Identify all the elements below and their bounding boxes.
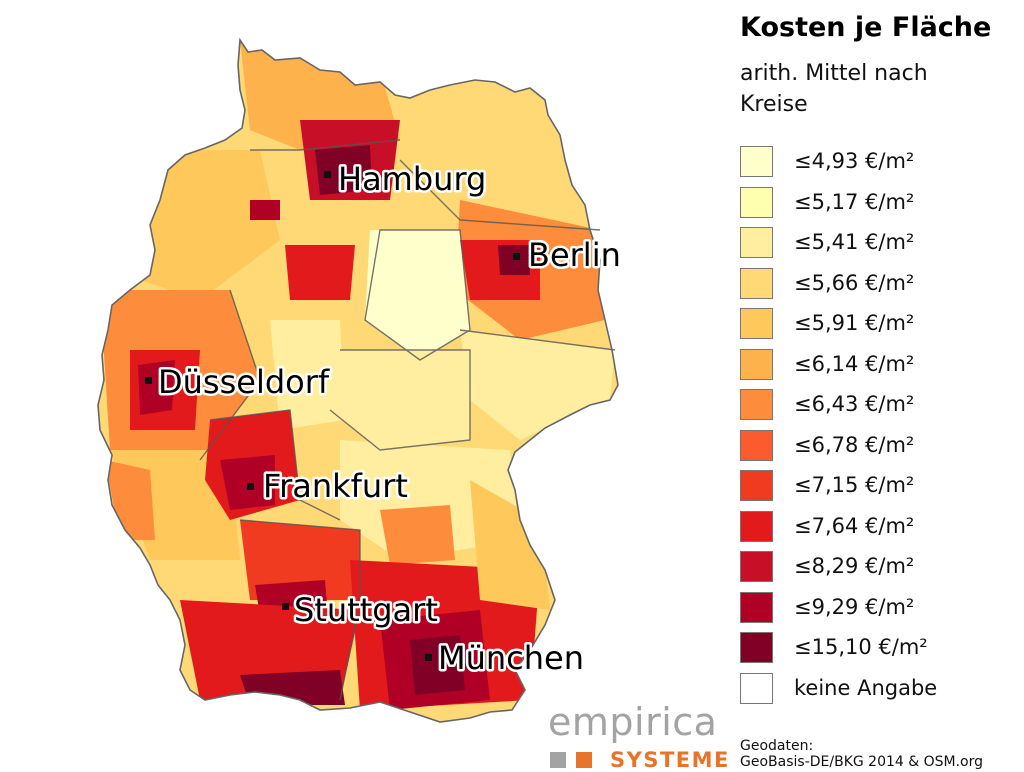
city-marker-berlin [513, 253, 520, 260]
logo-subtitle: SYSTEME [610, 748, 730, 772]
city-marker-hamburg [324, 171, 331, 178]
legend-label: ≤6,78 €/m² [794, 432, 915, 457]
legend-label: ≤8,29 €/m² [794, 554, 915, 578]
city-label-duesseldorf: Düsseldorf [158, 363, 330, 401]
legend-item: ≤5,66 €/m² [740, 267, 1020, 302]
credit-line-2: GeoBasis-DE/BKG 2014 & OSM.org [740, 754, 984, 770]
district-ostbayern [470, 480, 550, 610]
district-duesseldorf-core [138, 360, 175, 415]
legend-item: ≤6,78 €/m² [740, 429, 1020, 464]
district-hessen-north [270, 320, 345, 430]
legend-label: ≤9,29 €/m² [794, 594, 915, 619]
district-bodensee [240, 670, 345, 705]
district-hamburg-core [315, 145, 372, 195]
germany-choropleth-map: Hamburg Berlin Düsseldorf Frankfurt Stut… [97, 39, 624, 723]
city-marker-frankfurt [247, 483, 254, 490]
district-thueringen [330, 350, 470, 450]
legend-label: keine Angabe [794, 675, 938, 700]
legend-label: ≤5,91 €/m² [794, 311, 915, 335]
legend-swatch [740, 389, 773, 420]
city-label-hamburg: Hamburg [338, 160, 486, 198]
district-sachsen-anhalt [365, 230, 470, 360]
legend-item: ≤9,29 €/m² [740, 591, 1020, 626]
legend-item: ≤7,15 €/m² [740, 470, 1020, 504]
city-label-frankfurt: Frankfurt [263, 467, 408, 505]
city-label-muenchen: München [438, 639, 584, 677]
logo-wordmark: empirica [548, 700, 718, 744]
city-label-berlin: Berlin [528, 236, 621, 274]
city-marker-duesseldorf [145, 377, 152, 384]
district-frankfurt-core [220, 455, 275, 510]
district-bw-north [240, 520, 360, 600]
legend-label: ≤5,17 €/m² [794, 189, 915, 214]
legend-item: ≤5,17 €/m² [740, 186, 1020, 221]
legend-swatch [740, 267, 773, 299]
city-marker-stuttgart [282, 603, 289, 610]
map-title: Kosten je Fläche [740, 12, 992, 43]
legend-label: ≤6,43 €/m² [794, 392, 915, 416]
district-mecklenburg [400, 90, 580, 220]
legend-label: ≤7,64 €/m² [794, 513, 915, 538]
legend-swatch [740, 308, 773, 339]
geodata-credit: Geodaten: GeoBasis-DE/BKG 2014 & OSM.org [740, 738, 983, 770]
district-muenchen-center [410, 635, 465, 695]
legend-label: ≤5,66 €/m² [794, 270, 915, 295]
district-nuernberg [380, 505, 455, 565]
legend-swatch [740, 146, 773, 177]
logo-square-grey [550, 752, 566, 768]
district-hannover [285, 245, 355, 300]
legend-item: keine Angabe [740, 672, 1020, 707]
legend-swatch [740, 227, 773, 258]
district-rheinland [105, 460, 155, 540]
legend-item: ≤8,29 €/m² [740, 551, 1020, 585]
map-subtitle: arith. Mittel nach Kreise [740, 61, 928, 117]
legend-swatch [740, 186, 773, 218]
city-markers [145, 171, 520, 661]
legend-label: ≤15,10 €/m² [794, 635, 928, 659]
empirica-logo: empirica SYSTEME [548, 700, 728, 772]
legend-swatch [740, 551, 773, 582]
legend-label: ≤7,15 €/m² [794, 473, 915, 497]
state-borders [199, 139, 616, 701]
legend-swatch [740, 429, 773, 461]
legend-swatch [740, 470, 773, 501]
legend-label: ≤6,14 €/m² [794, 351, 915, 376]
legend-label: ≤4,93 €/m² [794, 149, 915, 173]
legend-swatch [740, 632, 773, 663]
legend-swatch [740, 591, 773, 623]
logo-square-orange [576, 752, 592, 768]
city-labels: Hamburg Berlin Düsseldorf Frankfurt Stut… [156, 158, 624, 680]
legend-item: ≤5,41 €/m² [740, 227, 1020, 261]
city-marker-muenchen [425, 654, 432, 661]
legend-item: ≤15,10 €/m² [740, 632, 1020, 666]
legend-swatch [740, 510, 773, 542]
legend-item: ≤5,91 €/m² [740, 308, 1020, 342]
legend-item: ≤6,43 €/m² [740, 389, 1020, 423]
legend-item: ≤6,14 €/m² [740, 348, 1020, 383]
legend-item: ≤4,93 €/m² [740, 146, 1020, 180]
legend-swatch [740, 348, 773, 380]
district-north-west [140, 150, 280, 300]
legend-item: ≤7,64 €/m² [740, 510, 1020, 545]
city-label-stuttgart: Stuttgart [294, 591, 438, 629]
legend-label: ≤5,41 €/m² [794, 230, 915, 254]
district-bremen [250, 200, 280, 220]
legend-swatch [740, 672, 773, 704]
credit-line-1: Geodaten: [740, 738, 814, 754]
